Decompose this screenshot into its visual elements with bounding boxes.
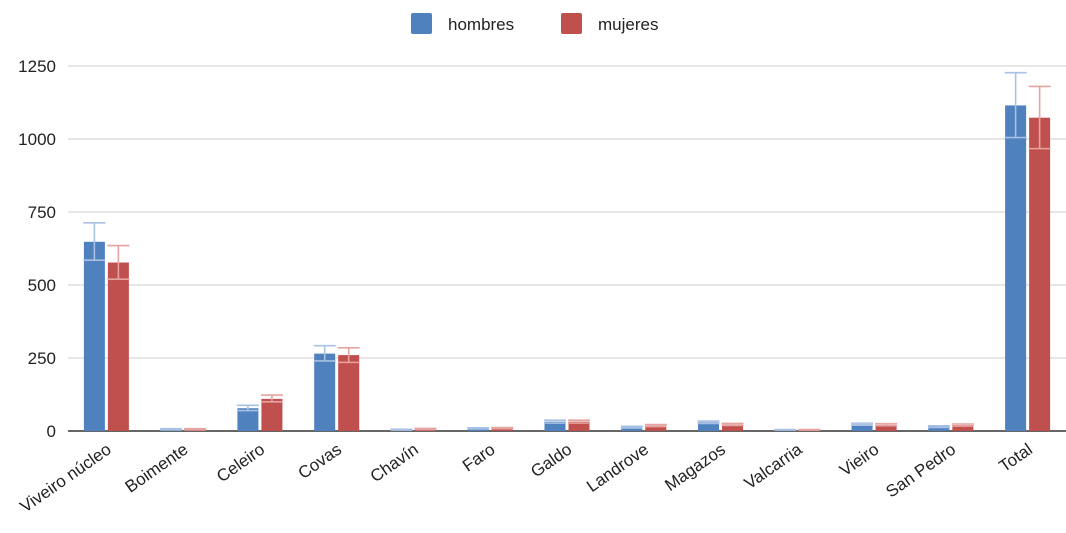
x-axis: Viveiro núcleo Boimente Celeiro Covas Chavín… [17,439,1036,516]
bar-hombres [237,408,259,431]
bar-mujeres [107,262,129,431]
bar-mujeres [568,421,590,431]
legend-swatch-mujeres [561,13,582,34]
y-axis: 0 250 500 750 1000 1250 [18,57,56,441]
legend-label-mujeres: mujeres [598,15,658,34]
bar-mujeres [875,424,897,431]
x-tick-label: Landrove [583,440,652,496]
x-tick-label: Galdo [527,440,575,482]
y-tick-label: 500 [28,276,56,295]
y-tick-label: 250 [28,349,56,368]
x-tick-label: Covas [295,440,345,483]
bar-mujeres [491,428,513,431]
x-tick-label: Vieiro [836,440,882,480]
bar-mujeres [261,398,283,431]
x-tick-label: San Pedro [882,440,959,502]
y-tick-label: 0 [47,422,56,441]
bars [83,105,1051,432]
x-tick-label: Valcarria [741,439,806,493]
bar-hombres [544,421,566,431]
bar-mujeres [645,425,667,431]
bar-hombres [314,353,336,431]
bar-mujeres [722,424,744,431]
x-tick-label: Celeiro [213,440,268,486]
x-tick-label: Faro [459,440,499,476]
legend: hombres mujeres [411,13,658,34]
bar-mujeres [1029,117,1051,432]
x-tick-label: Viveiro núcleo [17,440,115,517]
bar-hombres [83,241,105,431]
y-tick-label: 1250 [18,57,56,76]
bar-hombres [928,426,950,431]
bar-mujeres [952,425,974,431]
bar-hombres [851,424,873,431]
legend-label-hombres: hombres [448,15,514,34]
x-tick-label: Chavín [367,440,422,486]
error-bars [83,71,1051,431]
bar-hombres [1005,105,1027,432]
x-tick-label: Boimente [122,440,192,497]
bar-hombres [621,427,643,431]
bar-mujeres [338,355,360,431]
x-tick-label: Magazos [661,440,728,495]
bar-hombres [698,422,720,431]
legend-swatch-hombres [411,13,432,34]
x-tick-label: Total [996,440,1036,476]
y-tick-label: 750 [28,203,56,222]
y-tick-label: 1000 [18,130,56,149]
gridlines [68,65,1066,432]
